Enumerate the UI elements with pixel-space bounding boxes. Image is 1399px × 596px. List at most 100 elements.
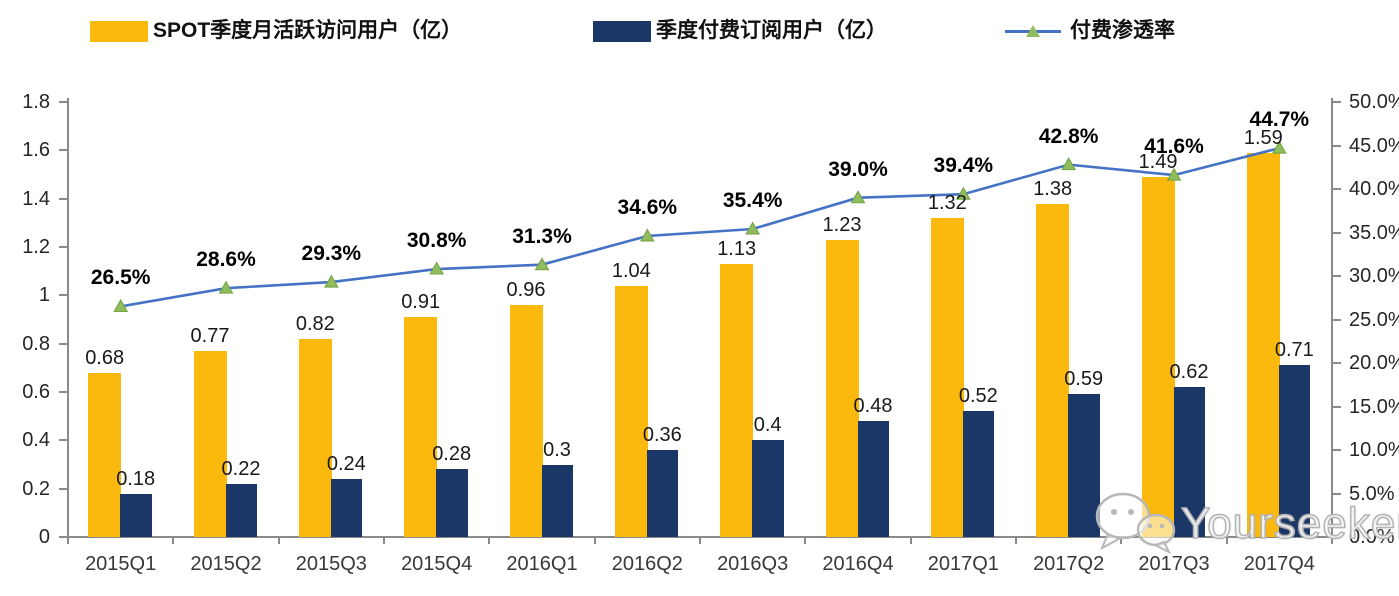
left-axis-tick-label: 1.8 [22, 91, 50, 113]
x-axis-label: 2016Q1 [506, 553, 578, 575]
x-axis-label: 2016Q4 [822, 553, 894, 575]
penetration-marker-icon [113, 298, 129, 312]
subs-bar [857, 421, 889, 537]
right-axis-tick-label: 30.0% [1349, 265, 1399, 287]
subs-bar [962, 411, 995, 537]
right-axis-tick [1333, 362, 1341, 364]
penetration-marker-icon [850, 190, 866, 204]
mau-series-swatch [90, 20, 148, 42]
triangle-marker-icon [1026, 24, 1040, 37]
penetration-marker-icon [429, 261, 445, 275]
subs-bar [1278, 365, 1311, 537]
right-axis-tick [1333, 231, 1341, 234]
x-axis-tick [67, 537, 69, 544]
x-axis-label: 2015Q3 [295, 553, 367, 575]
x-axis-label: 2016Q2 [611, 553, 683, 575]
left-axis-tick [59, 439, 68, 442]
penetration-label: 34.6% [617, 195, 678, 219]
x-axis-label: 2017Q3 [1138, 553, 1210, 575]
left-axis-tick [59, 197, 68, 200]
penetration-line-swatch [1005, 24, 1061, 37]
legend-item-subscribers: 季度付费订阅用户（亿） [593, 18, 887, 44]
right-axis-tick [1333, 536, 1341, 538]
right-axis-line [1331, 98, 1333, 539]
subs-bar-label: 0.22 [221, 457, 261, 480]
penetration-marker-icon [639, 228, 655, 242]
penetration-marker-icon [323, 274, 339, 288]
penetration-marker-icon [218, 280, 234, 294]
mau-bar-label: 0.82 [295, 312, 335, 335]
right-axis-tick-label: 0.0% [1349, 526, 1395, 548]
penetration-label: 28.6% [196, 248, 256, 272]
x-axis-label: 2017Q2 [1033, 553, 1105, 575]
subs-bar-label: 0.4 [753, 414, 782, 437]
right-axis-tick-label: 45.0% [1349, 134, 1399, 157]
x-axis-tick [1225, 537, 1228, 544]
x-axis-tick [277, 537, 280, 544]
right-axis-tick-label: 25.0% [1349, 308, 1399, 331]
right-axis-tick [1333, 275, 1341, 277]
right-axis-tick-label: 35.0% [1349, 221, 1399, 244]
subs-bar [752, 440, 784, 537]
left-axis-tick [59, 391, 68, 393]
left-axis-tick [59, 294, 68, 297]
subs-bar [120, 493, 152, 537]
mau-bar [404, 317, 438, 537]
subs-bar-label: 0.3 [543, 438, 571, 461]
mau-bar [825, 239, 859, 537]
penetration-label: 42.8% [1038, 124, 1099, 148]
left-axis-tick [59, 487, 68, 490]
left-axis-tick-label: 1.4 [22, 187, 50, 210]
left-axis-tick [59, 246, 68, 248]
x-axis-tick [699, 537, 701, 544]
watermark-text: Yourseeker [1180, 498, 1399, 549]
x-axis-tick [804, 537, 807, 544]
mau-bar [298, 338, 332, 537]
penetration-label: 31.3% [512, 224, 572, 248]
subs-bar-label: 0.28 [432, 443, 472, 466]
subs-bar [225, 483, 257, 537]
legend-label-subscribers: 季度付费订阅用户（亿） [656, 19, 887, 42]
right-axis-tick [1333, 101, 1341, 103]
subs-bar-label: 0.48 [853, 395, 893, 417]
subs-bar [330, 479, 363, 537]
subs-bar-label: 0.52 [958, 385, 998, 408]
legend-label-penetration: 付费渗透率 [1070, 19, 1175, 42]
mau-bar [720, 263, 754, 537]
subs-bar [646, 450, 679, 537]
left-axis-tick-label: 1 [38, 284, 50, 307]
left-axis-tick-label: 0.2 [22, 477, 50, 500]
subs-bar [1068, 394, 1100, 537]
mau-bar [930, 218, 964, 537]
subs-bar-label: 0.36 [642, 424, 682, 446]
penetration-label: 35.4% [722, 189, 783, 213]
mau-bar-label: 0.68 [85, 346, 125, 369]
mau-bar [614, 285, 648, 537]
penetration-label: 39.0% [828, 157, 888, 181]
subs-bar-label: 0.71 [1274, 339, 1314, 362]
left-axis-tick-label: 0.8 [22, 332, 50, 355]
subs-bar-label: 0.62 [1169, 361, 1209, 384]
right-axis-tick [1333, 188, 1341, 190]
x-axis-tick [1120, 537, 1123, 544]
x-axis-label: 2015Q1 [85, 553, 157, 575]
mau-bar-label: 1.04 [611, 259, 651, 282]
right-axis-tick [1333, 144, 1341, 147]
subscribers-series-swatch [593, 20, 651, 42]
penetration-label: 44.7% [1249, 108, 1310, 132]
watermark: Yourseeker [1093, 489, 1399, 559]
x-axis-label: 2015Q2 [190, 553, 262, 575]
x-axis-label: 2017Q4 [1243, 553, 1315, 575]
mau-bar-label: 1.13 [717, 237, 757, 260]
wechat-icon [1095, 492, 1176, 555]
penetration-label: 26.5% [90, 266, 151, 290]
x-axis-tick [383, 537, 385, 544]
x-axis-line [68, 536, 1334, 538]
left-axis-tick-label: 1.2 [22, 236, 50, 258]
left-axis-tick-label: 0 [38, 526, 50, 548]
right-axis-tick-label: 20.0% [1349, 352, 1399, 374]
right-axis-tick [1333, 449, 1341, 451]
mau-bar-label: 1.32 [927, 192, 967, 214]
x-axis-tick [909, 537, 912, 544]
